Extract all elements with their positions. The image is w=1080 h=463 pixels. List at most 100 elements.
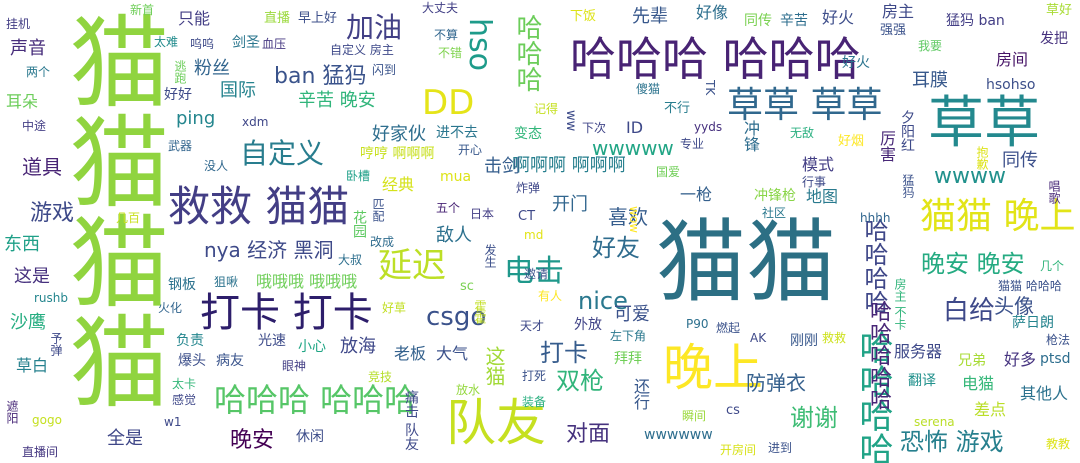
word-id: ID (626, 118, 644, 137)
word-ganjue: 感觉 (172, 393, 197, 407)
word-wocao: 卧槽 (346, 169, 371, 183)
word-moshi: 模式 (802, 155, 835, 174)
word-caohao: 草好 (1046, 3, 1073, 18)
word-faba: 发把 (1040, 31, 1068, 47)
word-xiexie: 谢谢 (790, 404, 838, 432)
word-biantai: 变态 (514, 126, 542, 142)
word-wwww: wwww (934, 164, 1006, 189)
word-ct: CT (518, 209, 536, 224)
word-zhuangbei: 装备 (522, 395, 547, 409)
word-shequ: 社区 (762, 206, 787, 220)
word-xiafan: 下饭 (570, 9, 597, 24)
word-maomao-hahaha: 猫猫 哈哈哈 (998, 279, 1062, 293)
word-nice: nice (578, 287, 628, 315)
word-xiongdi: 兄弟 (958, 353, 986, 369)
word-chadian: 差点 (974, 400, 1007, 419)
word-fuwuqi: 服务器 (894, 342, 943, 361)
word-caocao: 草草 (928, 91, 1040, 156)
word-wuge: 五个 (436, 201, 461, 215)
word-wow: wow (627, 206, 641, 233)
word-touxiang: 头像 (994, 294, 1034, 318)
word-zhuanye: 专业 (680, 137, 705, 151)
word-hhhh: hhhh (860, 211, 891, 225)
word-xinku-wanan: 辛苦 晚安 (298, 90, 376, 111)
word-tiancai: 天才 (520, 319, 545, 333)
word-wudi: 无敌 (790, 126, 815, 140)
word-xinku: 辛苦 (780, 13, 808, 29)
word-xiaci: 下次 (582, 121, 607, 135)
word-jide: 记得 (534, 102, 559, 116)
word-ww: ww (563, 110, 578, 132)
word-ditu: 地图 (806, 187, 839, 206)
word-xiuxian: 休闲 (296, 429, 324, 445)
word-w1: w1 (164, 415, 182, 429)
word-fangshui: 放水 (456, 383, 481, 397)
word-xinshou: 新首 (130, 3, 155, 17)
word-dazhangfu: 大丈夫 (422, 1, 459, 15)
word-ban-mengma: ban 猛犸 (274, 64, 367, 89)
word-quanshi: 全是 (107, 428, 143, 449)
word-haohuo-2: 好火 (842, 55, 870, 71)
word-caocao-caocao: 草草 草草 (727, 85, 883, 126)
word-haojiahuo: 好家伙 (372, 124, 426, 145)
word-mua: mua (440, 169, 472, 185)
word-ak: AK (750, 331, 767, 345)
word-jujiu: 狙啾 (214, 275, 239, 289)
word-haoxiang: 好像 (696, 3, 729, 22)
word-tongji-duiyou: 痛击 队友 (403, 390, 419, 451)
word-duiyou: 队友 (446, 394, 546, 452)
word-ping: ping (176, 108, 216, 129)
word-taika: 太卡 (172, 377, 197, 391)
word-fangzhu: 房主 (882, 2, 915, 21)
word-hahahaha-vertical-right: 哈哈哈哈 (853, 330, 893, 463)
word-p90: P90 (686, 317, 709, 331)
word-woyao: 我要 (918, 39, 943, 53)
word-dd: DD (422, 83, 475, 123)
word-huayuan: 花园 (351, 210, 367, 238)
word-zheshi: 这是 (14, 266, 50, 287)
word-nya-jingji-heidong: nya 经济 黑洞 (204, 238, 334, 262)
word-shandao: 闪到 (372, 63, 397, 77)
word-haohao: 好好 (164, 87, 192, 103)
word-dasi: 打死 (522, 369, 547, 383)
word-jiansheng: 剑圣 (232, 35, 260, 51)
word-daka: 打卡 (540, 339, 588, 367)
word-haohuo: 好火 (822, 8, 855, 27)
word-xiaoxin: 小心 (298, 339, 326, 355)
word-sc: sc (460, 279, 474, 294)
word-fangzhu-buka: 房主 不卡 (893, 278, 907, 330)
word-haoyou: 好友 (592, 234, 640, 262)
word-hahaha-vertical: 哈哈哈 (512, 14, 542, 92)
word-ptsd: ptsd (1040, 351, 1071, 367)
word-youren: 有人 (538, 289, 563, 303)
word-zhineng: 只能 (178, 9, 211, 28)
word-dianji: 电击 (504, 254, 564, 289)
word-youxi: 游戏 (30, 201, 75, 226)
word-shengyin: 声音 (10, 38, 46, 59)
word-riben: 日本 (470, 207, 495, 221)
word-kaifangjian: 开房间 (720, 443, 757, 457)
word-hsohso: hsohso (986, 77, 1036, 93)
word-mengma-ban: 猛犸 ban (946, 13, 1005, 29)
word-fasheng: 发生 (483, 244, 497, 268)
word-tongchuan: 同传 (1002, 150, 1038, 171)
word-laoban: 老板 (394, 344, 427, 363)
word-cs: cs (726, 403, 740, 418)
word-chongfeng: 冲锋 (741, 120, 760, 152)
word-guangsu: 光速 (258, 333, 286, 349)
word-fanyi: 翻译 (908, 373, 936, 389)
word-zhadan: 炸弹 (516, 181, 541, 195)
word-yanshen: 眼神 (282, 359, 307, 373)
word-mengma-vertical: 猛犸 (901, 174, 915, 198)
word-sarilang: 萨日朗 (1012, 315, 1054, 331)
word-wanshang: 晚上 (663, 339, 763, 397)
word-wanan-wanan: 晚安 晚安 (921, 250, 1025, 278)
word-jiujiu-small: 救救 (822, 331, 847, 345)
word-haocao: 好草 (382, 301, 407, 315)
word-maomao: 猫猫 (656, 210, 836, 315)
word-kaixin: 开心 (458, 143, 483, 157)
word-shaying: 沙鹰 (10, 312, 46, 333)
word-qiangfa: 枪法 (1046, 333, 1071, 347)
word-daoju: 道具 (22, 155, 62, 179)
word-diren: 敌人 (436, 225, 472, 246)
